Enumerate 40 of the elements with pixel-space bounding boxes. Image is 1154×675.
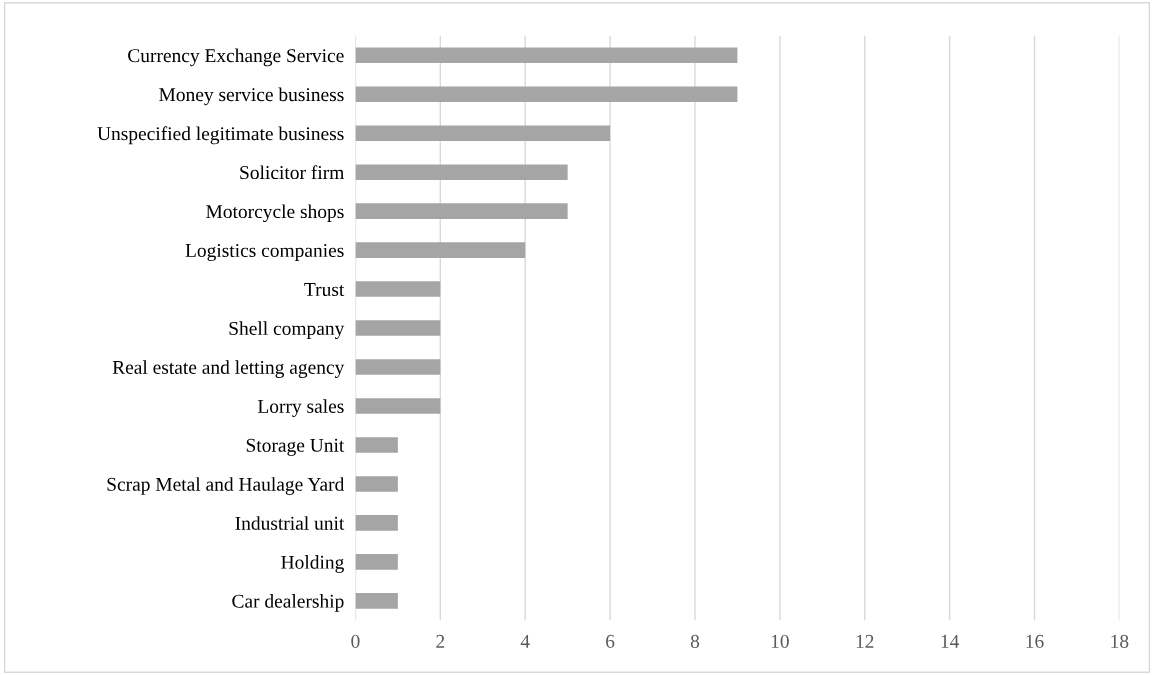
- y-tick-label: Solicitor firm: [240, 165, 345, 180]
- bar: [355, 203, 568, 219]
- bar: [355, 47, 738, 64]
- y-tick-label: Car dealership: [232, 594, 344, 612]
- y-tick-label: Money service business: [159, 87, 344, 106]
- bar: [355, 554, 398, 570]
- bar: [355, 125, 611, 141]
- y-tick-label: Scrap Metal and Haulage Yard: [107, 477, 345, 495]
- bar: [355, 437, 398, 453]
- bar: [355, 86, 738, 103]
- x-tick-label: 12: [856, 634, 874, 648]
- x-tick-label: 6: [606, 634, 615, 648]
- bar: [355, 515, 398, 531]
- bar: [355, 476, 398, 492]
- bar: [355, 359, 441, 375]
- x-tick-label: 16: [1026, 634, 1044, 648]
- bar: [355, 242, 526, 258]
- y-tick-label: Storage Unit: [246, 438, 345, 456]
- y-tick-label: Unspecified legitimate business: [97, 126, 344, 145]
- y-tick-label: Logistics companies: [185, 243, 344, 262]
- x-tick-label: 4: [520, 634, 530, 648]
- x-tick-label: 2: [436, 634, 445, 648]
- y-tick-label: Lorry sales: [257, 399, 344, 417]
- x-tick-label: 10: [771, 634, 789, 648]
- y-tick-label: Motorcycle shops: [206, 204, 344, 223]
- bar: [355, 164, 568, 180]
- y-tick-label: Currency Exchange Service: [128, 48, 344, 67]
- x-tick-label: 8: [690, 634, 700, 648]
- bar: [355, 320, 441, 336]
- bar: [355, 398, 441, 414]
- y-tick-label: Holding: [281, 555, 344, 573]
- bar: [355, 593, 398, 609]
- x-tick-label: 0: [351, 634, 360, 648]
- y-tick-label: Trust: [304, 283, 345, 297]
- bar: [355, 281, 441, 297]
- x-tick-label: 18: [1111, 634, 1129, 648]
- y-tick-label: Real estate and letting agency: [112, 360, 345, 378]
- x-tick-label: 14: [941, 634, 960, 648]
- y-tick-label: Shell company: [229, 321, 345, 339]
- y-tick-label: Industrial unit: [235, 516, 345, 530]
